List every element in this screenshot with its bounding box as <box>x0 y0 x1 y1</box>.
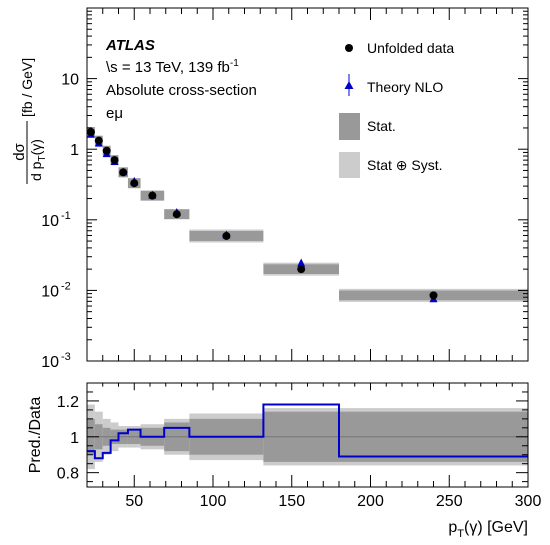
measurement-label: Absolute cross-section <box>106 82 257 99</box>
y-label-denominator: d pT(γ) <box>28 139 48 181</box>
main-y-axis-label: dσ d pT(γ) [fb / GeV] <box>11 58 48 184</box>
main-syst-band-edge <box>339 288 528 291</box>
data-point <box>130 179 139 188</box>
data-point <box>119 168 128 177</box>
main-plot-frame <box>86 7 529 362</box>
ratio-x-tick-label: 300 <box>515 493 542 510</box>
main-y-tick-exponent: -1 <box>61 210 71 222</box>
x-axis-label: pT(γ) [GeV] <box>448 519 528 540</box>
ratio-y-axis-label: Pred./Data <box>27 397 44 474</box>
ratio-x-tick-label: 250 <box>436 493 463 510</box>
ratio-x-tick-label: 100 <box>200 493 227 510</box>
legend-syst-swatch <box>339 152 360 178</box>
theory-marker <box>297 258 306 267</box>
data-point <box>172 210 181 219</box>
main-syst-band-edge <box>189 240 264 243</box>
ratio-y-tick-label: 0.8 <box>57 466 79 483</box>
ratio-theory-line <box>87 403 528 460</box>
ratio-y-tick-label: 1.2 <box>57 394 79 411</box>
main-uncertainty-bands <box>87 127 528 302</box>
ratio-y-tick-label: 1 <box>70 430 79 447</box>
data-point <box>148 191 157 200</box>
ratio-x-tick-label: 200 <box>357 493 384 510</box>
legend-stat-swatch <box>339 113 360 140</box>
legend-data-label: Unfolded data <box>367 40 454 56</box>
data-point <box>94 136 103 145</box>
experiment-label: ATLAS <box>105 37 155 54</box>
main-y-tick-label: 10 <box>61 72 79 89</box>
main-y-tick-exponent: -3 <box>61 351 71 363</box>
data-point <box>429 291 438 300</box>
main-syst-band-edge <box>263 274 339 276</box>
data-point <box>222 231 231 240</box>
legend-syst-label: Stat ⊕ Syst. <box>367 157 443 173</box>
channel-label: eμ <box>106 105 123 122</box>
main-syst-band-edge <box>189 229 264 231</box>
y-label-dsigma: dσ <box>11 142 28 160</box>
energy-lumi-label: \s = 13 TeV, 139 fb-1 <box>106 58 239 76</box>
main-y-tick-label: 1 <box>70 142 79 159</box>
main-data-marks <box>86 128 438 303</box>
ratio-x-tick-label: 150 <box>278 493 305 510</box>
legend-data-marker <box>345 44 353 52</box>
data-point <box>86 128 95 137</box>
legend-theory-label: Theory NLO <box>367 79 443 95</box>
legend-theory-marker <box>344 81 354 89</box>
main-y-tick-exponent: -2 <box>61 280 71 292</box>
legend: Unfolded data Theory NLO Stat. Stat ⊕ Sy… <box>339 40 454 178</box>
data-point <box>297 265 306 274</box>
data-point <box>110 156 119 165</box>
ratio-plot-frame <box>86 382 529 488</box>
main-y-tick-label: 10 <box>41 213 59 230</box>
y-label-unit: [fb / GeV] <box>19 58 35 117</box>
main-y-tick-label: 10 <box>41 283 59 300</box>
main-y-tick-label: 10 <box>41 354 59 371</box>
legend-stat-label: Stat. <box>367 118 396 134</box>
ratio-x-tick-label: 50 <box>125 493 143 510</box>
data-point <box>102 146 111 155</box>
ratio-axis-ticks: 50 100 150 200 250 300 0.8 1 1.2 <box>57 383 542 510</box>
